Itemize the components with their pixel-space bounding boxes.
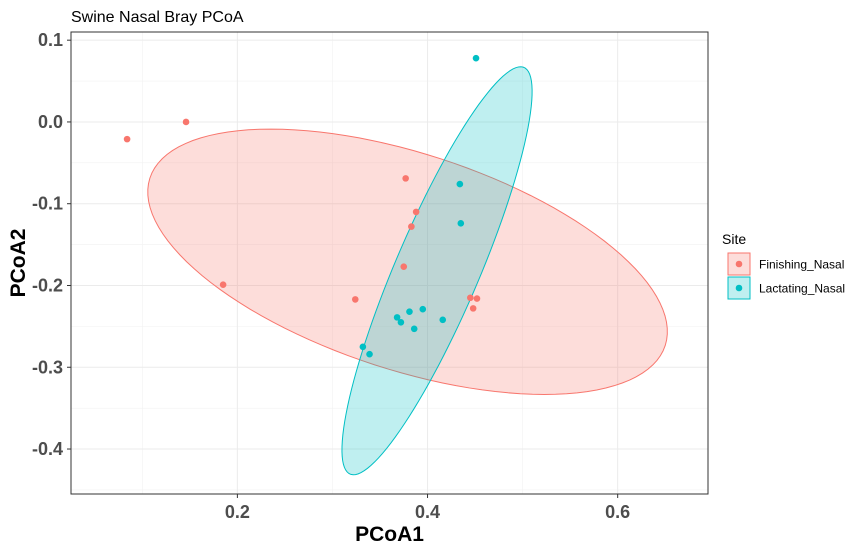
plot-panel (70, 31, 709, 495)
y-tick-label: -0.2 (32, 275, 63, 295)
confidence-ellipses (147, 66, 668, 476)
y-axis-title: PCoA2 (7, 229, 30, 298)
legend-items: Finishing_Nasal Lactating_Nasal (727, 252, 845, 300)
point-lactating-nasal (406, 308, 413, 315)
legend-label: Finishing_Nasal (759, 258, 844, 272)
point-finishing-nasal (123, 135, 131, 143)
x-tick-label: 0.4 (415, 502, 440, 522)
point-finishing-nasal (469, 305, 477, 312)
point-lactating-nasal (393, 314, 401, 321)
point-lactating-nasal (410, 325, 418, 333)
legend-item: Finishing_Nasal (727, 252, 844, 276)
point-lactating-nasal (397, 318, 405, 326)
ellipse-lactating-nasal (341, 66, 533, 476)
point-finishing-nasal (351, 296, 359, 303)
point-finishing-nasal (402, 175, 409, 182)
grid-minor (71, 32, 708, 494)
point-finishing-nasal (412, 208, 420, 216)
legend-marker (735, 260, 743, 268)
y-tick-label: -0.1 (32, 194, 63, 214)
legend-item: Lactating_Nasal (727, 276, 845, 300)
point-lactating-nasal (472, 54, 480, 62)
legend-label: Lactating_Nasal (759, 282, 845, 296)
point-finishing-nasal (219, 281, 227, 288)
point-lactating-nasal (439, 316, 447, 324)
ellipse-finishing-nasal (147, 128, 668, 395)
x-axis-ticks: 0.2 0.4 0.6 (225, 494, 630, 522)
legend-marker (735, 284, 743, 292)
point-lactating-nasal (457, 220, 465, 227)
point-lactating-nasal (359, 343, 367, 351)
y-tick-label: -0.4 (32, 439, 63, 459)
plot-border (70, 31, 709, 495)
point-lactating-nasal (366, 350, 373, 358)
point-finishing-nasal (182, 118, 190, 126)
y-tick-label: 0.1 (38, 30, 63, 50)
chart-title: Swine Nasal Bray PCoA (71, 9, 244, 26)
x-axis-title: PCoA1 (355, 523, 424, 546)
x-tick-label: 0.2 (225, 502, 250, 522)
y-tick-label: 0.0 (38, 112, 63, 132)
grid-major (71, 32, 708, 494)
point-finishing-nasal (408, 223, 415, 230)
point-finishing-nasal (473, 295, 481, 302)
y-axis-ticks: 0.1 0.0 -0.1 -0.2 -0.3 -0.4 (32, 30, 71, 459)
point-lactating-nasal (419, 305, 427, 313)
point-finishing-nasal (400, 263, 408, 270)
legend-title: Site (722, 231, 746, 247)
data-points (123, 54, 481, 358)
x-tick-label: 0.6 (605, 502, 630, 522)
point-finishing-nasal (467, 294, 474, 302)
legend: Site Finishing_Nasal Lactating_Nasal (722, 231, 845, 300)
point-lactating-nasal (456, 180, 464, 188)
y-tick-label: -0.3 (32, 357, 63, 377)
